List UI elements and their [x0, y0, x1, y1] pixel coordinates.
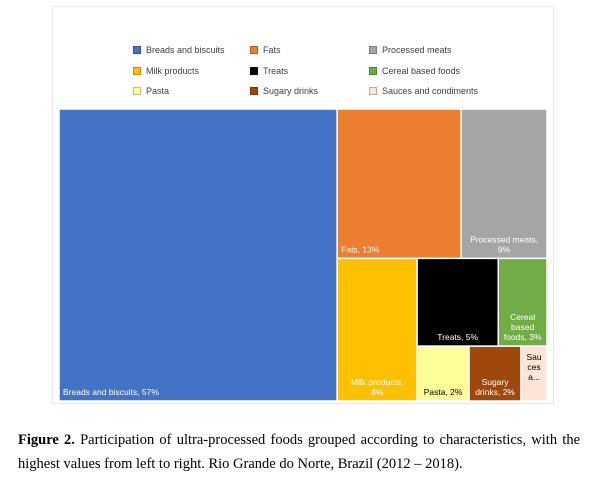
- treemap-label: Breads and biscuits, 57%: [63, 387, 159, 397]
- treemap-tile-breads-and-biscuits: Breads and biscuits, 57%: [58, 108, 338, 402]
- treemap-label: ces: [527, 362, 540, 372]
- treemap-label: Processed meats,: [470, 234, 538, 244]
- legend-swatch: [369, 87, 377, 95]
- treemap-label: foods, 3%: [504, 332, 542, 342]
- legend-label: Sugary drinks: [263, 86, 319, 96]
- treemap-label: Sugary: [482, 377, 510, 387]
- treemap-label: based: [511, 322, 534, 332]
- legend-item-breads: Breads and biscuits: [133, 45, 225, 55]
- legend-item-sugary-drinks: Sugary drinks: [250, 86, 318, 96]
- treemap-label: 8%: [371, 387, 384, 397]
- legend-item-cereal: Cereal based foods: [369, 66, 460, 76]
- legend-item-processed-meats: Processed meats: [369, 45, 452, 55]
- legend-label: Milk products: [146, 66, 200, 76]
- treemap-rect: [336, 257, 418, 402]
- chart-frame: Breads and biscuits Fats Processed meats…: [52, 6, 554, 404]
- treemap-label: Pasta, 2%: [424, 387, 463, 397]
- treemap-label: drinks, 2%: [475, 387, 515, 397]
- treemap-tile-milk-products: Milk products,8%: [336, 257, 418, 402]
- treemap-label: Fats, 13%: [341, 244, 380, 254]
- legend-label: Fats: [263, 45, 281, 55]
- legend-item-pasta: Pasta: [133, 86, 169, 96]
- legend-label: Processed meats: [382, 45, 452, 55]
- treemap-rect: [468, 345, 522, 402]
- treemap-rect: [336, 108, 462, 260]
- treemap-label: a...: [528, 372, 540, 382]
- treemap-tile-pasta: Pasta, 2%: [416, 345, 470, 402]
- treemap-tile-processed-meats: Processed meats,9%: [460, 108, 548, 260]
- legend-item-milk: Milk products: [133, 66, 199, 76]
- treemap-rect: [497, 257, 548, 347]
- treemap-rect: [416, 257, 500, 347]
- treemap-label: Milk products,: [351, 377, 403, 387]
- treemap-tile-sauces-and-condiments: Saucesa...: [520, 345, 548, 402]
- legend-swatch: [250, 67, 258, 75]
- treemap-rect: [460, 108, 548, 260]
- caption-text: Participation of ultra-processed foods g…: [18, 432, 580, 472]
- treemap-label: Treats, 5%: [437, 332, 478, 342]
- legend-item-sauces: Sauces and condiments: [369, 86, 478, 96]
- treemap-plot: Breads and biscuits, 57% Fats, 13% Process…: [58, 108, 548, 402]
- treemap-tile-fats: Fats, 13%: [336, 108, 462, 260]
- legend-swatch: [250, 46, 258, 54]
- legend-label: Breads and biscuits: [146, 45, 225, 55]
- treemap-rect: [58, 108, 338, 402]
- chart-legend: Breads and biscuits Fats Processed meats…: [53, 7, 553, 107]
- legend-item-treats: Treats: [250, 66, 288, 76]
- legend-label: Cereal based foods: [382, 66, 461, 76]
- legend-swatch: [250, 87, 258, 95]
- treemap-label: Cereal: [510, 312, 535, 322]
- treemap-tile-treats: Treats, 5%: [416, 257, 500, 347]
- legend-swatch: [369, 67, 377, 75]
- figure-caption: Figure 2. Participation of ultra-process…: [18, 428, 580, 476]
- treemap-label: 9%: [498, 244, 511, 254]
- caption-label: Figure 2.: [18, 432, 75, 448]
- legend-swatch: [133, 87, 141, 95]
- legend-swatch: [133, 67, 141, 75]
- legend-label: Sauces and condiments: [382, 86, 479, 96]
- legend-item-fats: Fats: [250, 45, 281, 55]
- treemap-rect: [520, 345, 548, 402]
- legend-label: Treats: [263, 66, 289, 76]
- legend-swatch: [369, 46, 377, 54]
- legend-swatch: [133, 46, 141, 54]
- legend-label: Pasta: [146, 86, 170, 96]
- treemap-label: Sau: [526, 352, 541, 362]
